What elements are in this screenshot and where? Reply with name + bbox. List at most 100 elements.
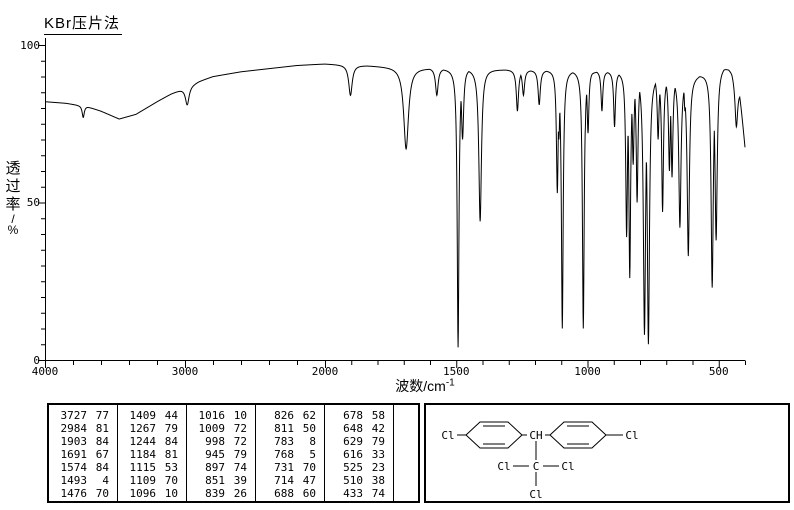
wavenumber-value: 731 bbox=[274, 461, 294, 474]
table-row: 1115 53 bbox=[118, 461, 186, 474]
transmittance-value: 62 bbox=[302, 409, 316, 422]
y-tick-label-50: 50 bbox=[26, 196, 40, 209]
wavenumber-value: 678 bbox=[343, 409, 363, 422]
transmittance-value: 72 bbox=[233, 422, 247, 435]
transmittance-value: 70 bbox=[302, 461, 316, 474]
table-row: 811 50 bbox=[256, 422, 324, 435]
transmittance-value: 84 bbox=[164, 435, 178, 448]
transmittance-value: 39 bbox=[233, 474, 247, 487]
table-row: 1476 70 bbox=[49, 487, 117, 500]
table-row: 629 79 bbox=[325, 435, 393, 448]
table-row: 998 72 bbox=[187, 435, 255, 448]
transmittance-value: 81 bbox=[95, 422, 109, 435]
table-row: 1184 81 bbox=[118, 448, 186, 461]
y-axis-label-unit: % bbox=[7, 223, 19, 237]
table-row: 616 33 bbox=[325, 448, 393, 461]
wavenumber-value: 1009 bbox=[198, 422, 226, 435]
wavenumber-value: 1115 bbox=[129, 461, 157, 474]
y-axis-label-char: 过 bbox=[5, 178, 21, 195]
x-tick-label-3000: 3000 bbox=[171, 365, 199, 378]
transmittance-value: 10 bbox=[164, 487, 178, 500]
peak-table-column: 1016 10 1009 72 998 72 945 79 897 74 851 39 839 26 bbox=[187, 405, 256, 501]
wavenumber-value: 1409 bbox=[129, 409, 157, 422]
page-title: KBr压片法 bbox=[44, 12, 123, 35]
y-tick-label-100: 100 bbox=[20, 39, 40, 52]
x-axis-label: 波数/cm-1 bbox=[395, 377, 455, 394]
peak-table: 3727 77 2984 81 1903 84 1691 67 1574 84 1493 4 1476 7… bbox=[47, 403, 420, 503]
transmittance-value: 60 bbox=[302, 487, 316, 500]
wavenumber-value: 839 bbox=[205, 487, 225, 500]
wavenumber-value: 510 bbox=[343, 474, 363, 487]
wavenumber-value: 851 bbox=[205, 474, 225, 487]
y-axis-label-char: 透 bbox=[5, 160, 21, 177]
x-tick-label-2000: 2000 bbox=[311, 365, 339, 378]
table-row: 1016 10 bbox=[187, 409, 255, 422]
table-row: 1009 72 bbox=[187, 422, 255, 435]
c-label: C bbox=[533, 460, 540, 473]
table-row: 1409 44 bbox=[118, 409, 186, 422]
transmittance-value: 77 bbox=[95, 409, 109, 422]
table-row: 839 26 bbox=[187, 487, 255, 500]
y-axis-label: 透 过 率 / % bbox=[3, 160, 23, 236]
wavenumber-value: 616 bbox=[343, 448, 363, 461]
table-row: 1691 67 bbox=[49, 448, 117, 461]
transmittance-value: 74 bbox=[371, 487, 385, 500]
x-tick-label-500: 500 bbox=[708, 365, 729, 378]
structure-labels: Cl Cl CH C Cl Cl Cl bbox=[441, 429, 638, 501]
wavenumber-value: 1267 bbox=[129, 422, 157, 435]
transmittance-value: 8 bbox=[309, 435, 316, 448]
wavenumber-value: 1691 bbox=[60, 448, 88, 461]
wavenumber-value: 688 bbox=[274, 487, 294, 500]
transmittance-value: 72 bbox=[233, 435, 247, 448]
axes bbox=[45, 38, 745, 361]
table-row: 768 5 bbox=[256, 448, 324, 461]
transmittance-value: 42 bbox=[371, 422, 385, 435]
wavenumber-value: 1184 bbox=[129, 448, 157, 461]
wavenumber-value: 1493 bbox=[60, 474, 88, 487]
axis-ticks bbox=[38, 45, 746, 368]
y-tick-label-0: 0 bbox=[33, 354, 40, 367]
transmittance-value: 5 bbox=[309, 448, 316, 461]
table-row: 1096 10 bbox=[118, 487, 186, 500]
wavenumber-value: 1244 bbox=[129, 435, 157, 448]
wavenumber-value: 1574 bbox=[60, 461, 88, 474]
wavenumber-value: 1476 bbox=[60, 487, 88, 500]
y-axis-label-slash: / bbox=[11, 212, 15, 226]
peak-table-column: 3727 77 2984 81 1903 84 1691 67 1574 84 1493 4 1476 7… bbox=[49, 405, 118, 501]
transmittance-curve bbox=[44, 63, 746, 348]
table-row: 1903 84 bbox=[49, 435, 117, 448]
transmittance-value: 47 bbox=[302, 474, 316, 487]
table-row: 731 70 bbox=[256, 461, 324, 474]
transmittance-value: 84 bbox=[95, 461, 109, 474]
wavenumber-value: 714 bbox=[274, 474, 294, 487]
wavenumber-value: 826 bbox=[274, 409, 294, 422]
table-row: 1493 4 bbox=[49, 474, 117, 487]
wavenumber-value: 768 bbox=[274, 448, 294, 461]
peak-table-column: 826 62 811 50 783 8 768 5 731 70 714 47 688 60 bbox=[256, 405, 325, 501]
table-row: 688 60 bbox=[256, 487, 324, 500]
wavenumber-value: 648 bbox=[343, 422, 363, 435]
table-row: 3727 77 bbox=[49, 409, 117, 422]
x-tick-label-4000: 4000 bbox=[31, 365, 59, 378]
transmittance-value: 23 bbox=[371, 461, 385, 474]
transmittance-value: 79 bbox=[371, 435, 385, 448]
structure-box: Cl Cl CH C Cl Cl Cl bbox=[424, 403, 790, 503]
table-row: 678 58 bbox=[325, 409, 393, 422]
transmittance-value: 38 bbox=[371, 474, 385, 487]
ch-label: CH bbox=[529, 429, 542, 442]
transmittance-value: 67 bbox=[95, 448, 109, 461]
transmittance-value: 81 bbox=[164, 448, 178, 461]
x-tick-label-1000: 1000 bbox=[574, 365, 601, 378]
wavenumber-value: 2984 bbox=[60, 422, 88, 435]
table-row: 1267 79 bbox=[118, 422, 186, 435]
wavenumber-value: 1903 bbox=[60, 435, 88, 448]
peak-table-column: 1409 44 1267 79 1244 84 1184 81 1115 53 1109 70 1096… bbox=[118, 405, 187, 501]
wavenumber-value: 1016 bbox=[198, 409, 226, 422]
wavenumber-value: 783 bbox=[274, 435, 294, 448]
table-row: 945 79 bbox=[187, 448, 255, 461]
transmittance-value: 84 bbox=[95, 435, 109, 448]
table-row: 1109 70 bbox=[118, 474, 186, 487]
wavenumber-value: 629 bbox=[343, 435, 363, 448]
table-row: 433 74 bbox=[325, 487, 393, 500]
